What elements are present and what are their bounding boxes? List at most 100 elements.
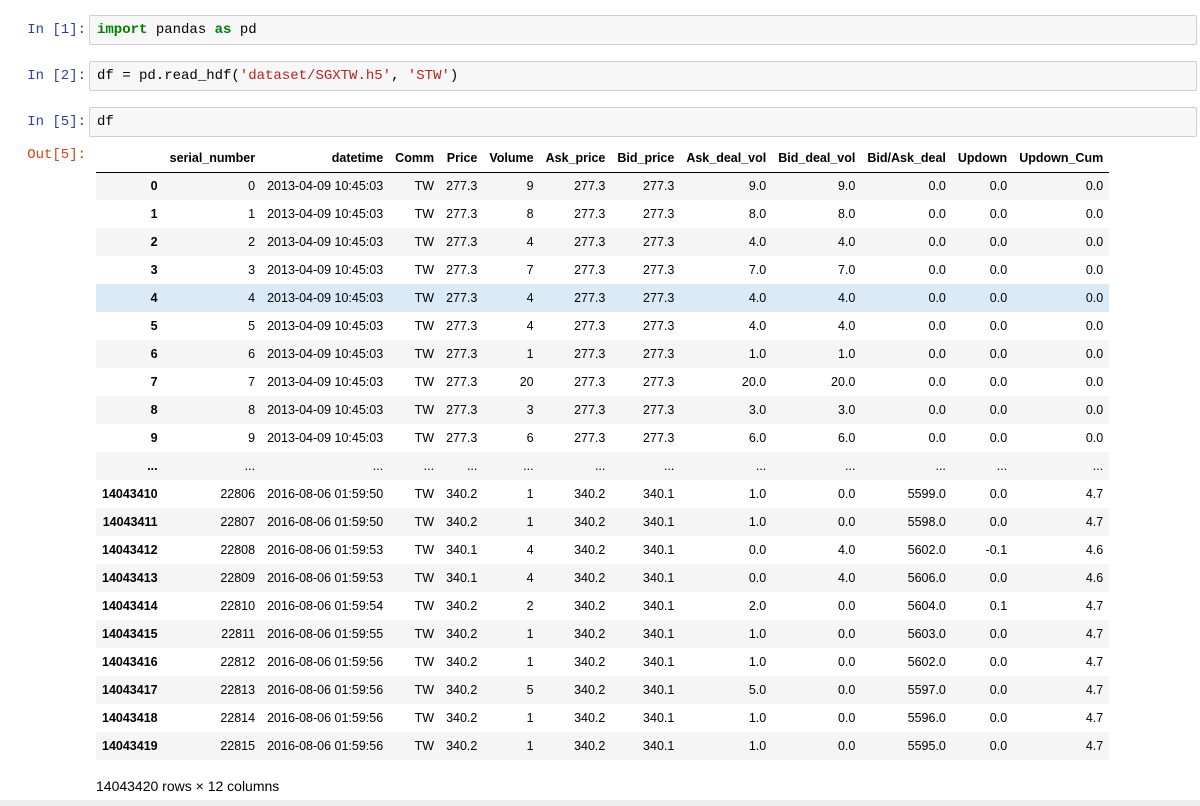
table-cell: 5602.0: [907, 655, 946, 669]
table-cell: 2013-04-09 10:45:03: [267, 207, 384, 221]
code-token: ,: [391, 68, 408, 84]
table-cell: ...: [466, 459, 478, 473]
index-header: [96, 144, 164, 173]
table-cell: 0.0: [928, 179, 946, 194]
table-cell: TW: [414, 319, 435, 333]
table-row: 14043414 22810 2016-08-06 01:59:54 TW 340.2 2…: [96, 592, 1109, 620]
table-cell: 2013-04-09 10:45:03: [267, 375, 384, 389]
table-row: 2 2 2013-04-09 10:45:03 TW 277.3 4 277.3 277.3 4…: [96, 228, 1110, 256]
table-cell: ...: [844, 459, 856, 473]
column-header: Volume: [483, 144, 540, 173]
table-cell: 277.3: [446, 291, 478, 305]
table-cell: 0.0: [989, 571, 1008, 585]
table-row: 3 3 2013-04-09 10:45:03 TW 277.3 7 277.3 277.3 7…: [96, 256, 1109, 284]
code-input[interactable]: df = pd.read_hdf('dataset/SGXTW.h5', 'ST…: [89, 61, 1197, 91]
table-cell: 277.3: [643, 235, 675, 249]
table-cell: TW: [414, 179, 435, 194]
table-cell: 4.6: [1085, 571, 1104, 585]
code-token: df: [97, 114, 114, 130]
table-cell: 1.0: [748, 627, 767, 641]
table-cell: 4.7: [1085, 739, 1104, 753]
table-cell: 340.2: [446, 599, 478, 613]
table-cell: 2013-04-09 10:45:03: [267, 235, 384, 249]
table-cell: TW: [414, 487, 435, 501]
table-cell: TW: [414, 375, 435, 389]
table-cell: 2: [248, 235, 256, 249]
table-cell: 9.0: [748, 179, 767, 194]
table-cell: 340.2: [574, 627, 606, 641]
column-header: Bid_deal_vol: [772, 144, 862, 173]
table-cell: 0.0: [928, 263, 946, 277]
table-cell: 22811: [221, 627, 256, 641]
table-cell: 277.3: [446, 375, 478, 389]
table-cell: ...: [1092, 459, 1104, 473]
row-index: 14043419: [102, 739, 158, 753]
table-cell: TW: [414, 627, 435, 641]
row-index: ...: [147, 459, 158, 473]
table-cell: 0.0: [928, 347, 946, 361]
table-cell: TW: [414, 711, 435, 725]
table-cell: 340.2: [574, 487, 606, 501]
table-cell: 5.0: [748, 683, 767, 697]
table-cell: 5602.0: [907, 543, 946, 557]
table-cell: 4: [526, 543, 534, 557]
row-index: 5: [150, 319, 158, 333]
table-cell: 4.7: [1085, 487, 1104, 501]
table-cell: 0.0: [928, 431, 946, 445]
code-keyword: import: [97, 22, 148, 38]
table-cell: ...: [663, 459, 675, 473]
table-cell: 340.2: [446, 627, 478, 641]
table-cell: 5604.0: [907, 599, 946, 613]
table-row: 14043410 22806 2016-08-06 01:59:50 TW 340.2 1…: [96, 480, 1109, 508]
column-header: Bid_price: [611, 144, 681, 173]
table-cell: 9.0: [837, 179, 856, 194]
table-cell: 340.2: [446, 487, 478, 501]
table-cell: 20: [519, 375, 534, 389]
row-index: 1: [150, 207, 158, 221]
code-token: df = pd.read_hdf(: [97, 68, 240, 84]
table-cell: 340.2: [446, 711, 478, 725]
table-cell: 0.0: [989, 627, 1008, 641]
table-cell: 277.3: [643, 319, 675, 333]
table-cell: TW: [414, 207, 435, 221]
table-cell: 4.0: [748, 291, 767, 305]
table-cell: 1: [526, 347, 534, 361]
table-cell: 22814: [220, 711, 256, 725]
row-index: 3: [150, 263, 158, 277]
table-cell: ...: [755, 459, 767, 473]
table-row: 8 8 2013-04-09 10:45:03 TW 277.3 3 277.3 277.3 3…: [96, 396, 1110, 424]
table-cell: 1.0: [748, 515, 767, 529]
table-cell: 1.0: [748, 739, 767, 753]
table-cell: 0.0: [989, 235, 1008, 249]
table-cell: TW: [414, 403, 435, 417]
table-cell: 1.0: [748, 487, 767, 501]
table-cell: 6.0: [837, 431, 856, 445]
table-cell: 22810: [220, 599, 256, 613]
table-cell: 3.0: [837, 403, 856, 417]
table-cell: 2016-08-06 01:59:56: [267, 711, 384, 725]
table-cell: 4: [526, 235, 534, 249]
table-cell: 8: [248, 403, 256, 417]
table-cell: 9: [248, 431, 256, 445]
table-cell: 0.0: [1085, 347, 1104, 361]
table-cell: 0.0: [989, 291, 1008, 305]
input-prompt: In [5]:: [27, 114, 86, 130]
table-cell: TW: [414, 543, 435, 557]
table-cell: 0.0: [1085, 235, 1104, 249]
bottom-scrollbar[interactable]: [0, 800, 1200, 806]
table-cell: 1.0: [837, 347, 856, 361]
table-cell: 340.1: [643, 739, 675, 753]
table-cell: 277.3: [574, 291, 606, 305]
table-cell: TW: [414, 655, 435, 669]
table-cell: 277.3: [574, 431, 606, 445]
table-cell: 277.3: [446, 263, 478, 277]
table-cell: 5598.0: [907, 515, 946, 529]
table-row: 9 9 2013-04-09 10:45:03 TW 277.3 6 277.3 277.3 6…: [96, 424, 1109, 452]
table-cell: 5599.0: [907, 487, 946, 501]
code-input[interactable]: df: [89, 107, 1197, 137]
row-index: 0: [150, 179, 158, 194]
table-cell: TW: [414, 571, 435, 585]
table-cell: 277.3: [446, 347, 478, 361]
table-cell: 0.0: [837, 627, 856, 641]
code-input[interactable]: import pandas as pd: [89, 15, 1197, 45]
